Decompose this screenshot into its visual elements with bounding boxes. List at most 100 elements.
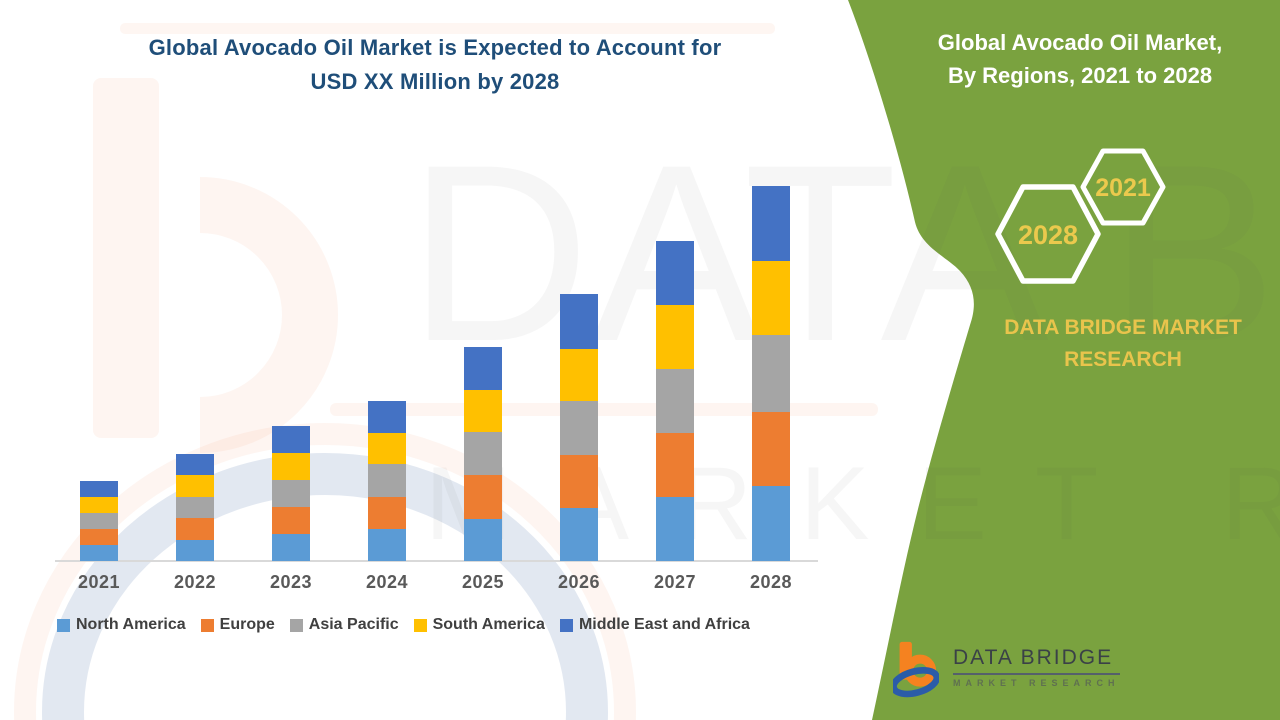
green-panel-shape xyxy=(848,0,1280,720)
logo-text: DATA BRIDGE MARKET RESEARCH xyxy=(953,634,1120,704)
bar-segment-2023-middle-east-and-africa xyxy=(272,426,310,453)
databridge-logo-icon xyxy=(893,641,939,698)
legend-label: Middle East and Africa xyxy=(578,616,750,633)
watermark-band-top xyxy=(120,23,775,34)
hexagon-2028-label: 2028 xyxy=(1018,220,1078,250)
panel-brand-text: DATA BRIDGE MARKET RESEARCH xyxy=(1004,316,1242,371)
bar-segment-2023-south-america xyxy=(272,453,310,480)
legend-item-north-america: North America xyxy=(57,616,186,634)
bar-segment-2025-north-america xyxy=(464,519,502,561)
legend-item-europe: Europe xyxy=(200,616,275,634)
bar-segment-2027-south-america xyxy=(656,305,694,369)
bar-segment-2027-middle-east-and-africa xyxy=(656,241,694,305)
legend-item-asia-pacific: Asia Pacific xyxy=(289,616,399,634)
legend-swatch xyxy=(289,618,303,632)
bar-2024 xyxy=(368,401,406,561)
legend-label: Europe xyxy=(219,616,275,633)
bar-segment-2022-south-america xyxy=(176,475,214,497)
legend-swatch xyxy=(200,618,214,632)
watermark-b-stem xyxy=(93,78,159,438)
x-axis-label-2025: 2025 xyxy=(461,572,505,592)
bar-segment-2026-europe xyxy=(560,455,598,508)
legend-swatch xyxy=(559,618,573,632)
bar-segment-2026-south-america xyxy=(560,349,598,401)
hexagon-2021-label: 2021 xyxy=(1095,174,1151,202)
bar-segment-2024-middle-east-and-africa xyxy=(368,401,406,433)
legend-label: South America xyxy=(432,616,545,633)
x-axis-label-2022: 2022 xyxy=(173,572,217,592)
bar-segment-2021-south-america xyxy=(80,497,118,513)
watermark-swoosh-outer xyxy=(14,423,636,720)
chart-title: Global Avocado Oil Market is Expected to… xyxy=(110,31,760,99)
year-hexagons: 2028 2021 xyxy=(995,148,1166,284)
bar-segment-2026-asia-pacific xyxy=(560,401,598,455)
bar-segment-2021-middle-east-and-africa xyxy=(80,481,118,497)
hexagon-2028 xyxy=(995,184,1101,284)
bar-segment-2028-south-america xyxy=(752,261,790,335)
legend-swatch xyxy=(413,618,427,632)
bar-segment-2027-north-america xyxy=(656,497,694,561)
bar-segment-2022-europe xyxy=(176,518,214,540)
logo-name: DATA BRIDGE xyxy=(953,646,1120,675)
bar-segment-2026-middle-east-and-africa xyxy=(560,294,598,349)
bar-segment-2028-middle-east-and-africa xyxy=(752,186,790,261)
hexagon-2021 xyxy=(1080,148,1166,226)
bar-segment-2024-asia-pacific xyxy=(368,464,406,497)
legend-swatch xyxy=(57,618,70,632)
legend-item-middle-east-and-africa: Middle East and Africa xyxy=(559,616,750,634)
bar-segment-2023-europe xyxy=(272,507,310,534)
chart-legend: North America Europe Asia Pacific South Ame… xyxy=(57,616,847,634)
bar-segment-2028-europe xyxy=(752,412,790,486)
x-axis-label-2024: 2024 xyxy=(365,572,409,592)
x-axis-label-2026: 2026 xyxy=(557,572,601,592)
bar-segment-2021-north-america xyxy=(80,545,118,561)
databridge-logo: DATA BRIDGE MARKET RESEARCH xyxy=(893,634,1133,704)
bar-2027 xyxy=(656,241,694,561)
watermark-b-bowl xyxy=(199,177,338,453)
chart-title-line1: Global Avocado Oil Market is Expected to… xyxy=(148,35,722,60)
logo-swoosh xyxy=(893,667,939,698)
bar-2023 xyxy=(272,426,310,561)
bar-segment-2024-north-america xyxy=(368,529,406,561)
x-axis-label-2028: 2028 xyxy=(749,572,793,592)
bar-segment-2025-south-america xyxy=(464,390,502,432)
x-axis-label-2021: 2021 xyxy=(77,572,121,592)
legend-label: North America xyxy=(76,616,186,633)
bar-segment-2027-europe xyxy=(656,433,694,497)
bar-segment-2022-asia-pacific xyxy=(176,497,214,518)
bar-2021 xyxy=(80,481,118,561)
bar-segment-2025-europe xyxy=(464,475,502,519)
bar-2028 xyxy=(752,186,790,561)
bar-segment-2028-north-america xyxy=(752,486,790,561)
bar-segment-2025-middle-east-and-africa xyxy=(464,347,502,390)
bar-segment-2024-south-america xyxy=(368,433,406,464)
bar-chart: 2021 2022 2023 2024 2025 2026 2027 2028 xyxy=(55,186,818,592)
bar-segment-2023-asia-pacific xyxy=(272,480,310,507)
legend-item-south-america: South America xyxy=(413,616,545,634)
bar-segment-2025-asia-pacific xyxy=(464,432,502,475)
bar-segment-2028-asia-pacific xyxy=(752,335,790,412)
bar-segment-2023-north-america xyxy=(272,534,310,561)
legend-label: Asia Pacific xyxy=(308,616,399,633)
x-axis-line xyxy=(55,560,818,562)
chart-title-line2: USD XX Million by 2028 xyxy=(310,69,560,94)
bar-segment-2022-middle-east-and-africa xyxy=(176,454,214,475)
bar-segment-2021-asia-pacific xyxy=(80,513,118,529)
watermark-swoosh-blue xyxy=(42,453,608,720)
x-axis-label-2027: 2027 xyxy=(653,572,697,592)
panel-title: Global Avocado Oil Market, By Regions, 2… xyxy=(905,26,1255,92)
bar-2025 xyxy=(464,347,502,561)
bar-2026 xyxy=(560,294,598,561)
logo-tagline: MARKET RESEARCH xyxy=(953,678,1120,688)
bar-segment-2021-europe xyxy=(80,529,118,545)
bar-segment-2022-north-america xyxy=(176,540,214,561)
bar-segment-2024-europe xyxy=(368,497,406,529)
panel-title-line1: Global Avocado Oil Market, xyxy=(937,30,1223,55)
x-axis-label-2023: 2023 xyxy=(269,572,313,592)
bar-2022 xyxy=(176,454,214,561)
bar-segment-2026-north-america xyxy=(560,508,598,561)
panel-title-line2: By Regions, 2021 to 2028 xyxy=(947,63,1213,88)
bar-segment-2027-asia-pacific xyxy=(656,369,694,433)
